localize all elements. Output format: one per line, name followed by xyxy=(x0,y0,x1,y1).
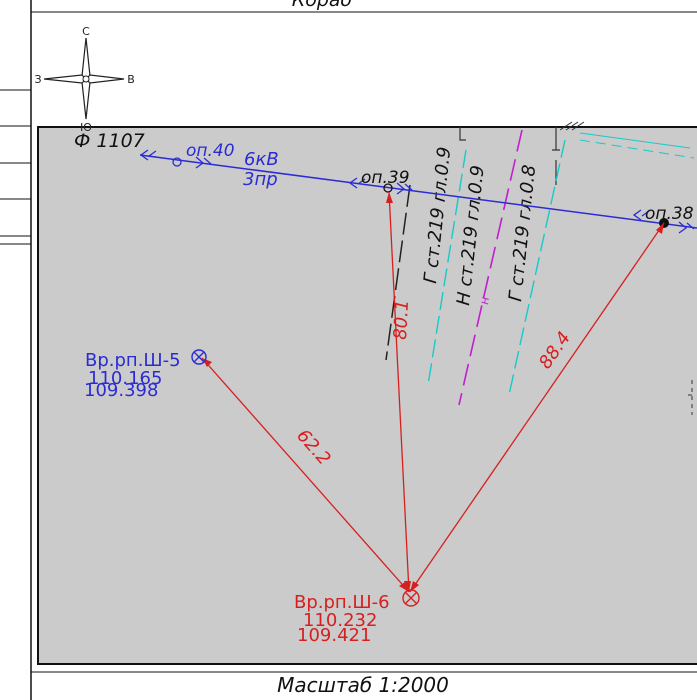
pipeline-cyan-line xyxy=(427,149,467,386)
line-arrow-left xyxy=(632,209,650,221)
measure-line-88-4 xyxy=(409,222,665,593)
voltage-label: 6кВ xyxy=(244,149,279,170)
map-feature-cyan xyxy=(579,139,695,159)
map-feature-line xyxy=(688,380,696,415)
feeder-label: Ф 1107 xyxy=(74,130,145,152)
line-arrow-right xyxy=(396,182,413,195)
map-feature-line xyxy=(459,127,466,141)
benchmark-sh6-elev2: 109.421 xyxy=(297,625,371,646)
header-text: Кораб xyxy=(292,0,353,11)
line-arrow-right xyxy=(195,156,212,169)
benchmark-sh5-elev1: 110.165 xyxy=(88,368,162,389)
line-arrow-left xyxy=(139,149,157,161)
pole-38-label: оп.38 xyxy=(645,204,694,224)
map-feature-cyan xyxy=(579,132,691,149)
pipeline-marker: н xyxy=(477,296,492,305)
pole-39-marker xyxy=(383,183,393,193)
measure-line-80-1 xyxy=(388,191,410,593)
map-feature-hatch xyxy=(559,121,585,131)
line-arrow-left xyxy=(348,177,366,189)
compass-south-label: Ю xyxy=(80,121,92,134)
compass-east-label: В xyxy=(127,73,135,86)
arrowhead xyxy=(656,223,664,234)
pipeline-magenta-line xyxy=(458,129,523,406)
benchmark-sh6-symbol xyxy=(402,589,420,607)
map-area xyxy=(37,126,697,665)
pipeline-cyan-line xyxy=(508,139,566,396)
scale-label: Масштаб 1:2000 xyxy=(277,673,449,697)
power-line-wire xyxy=(139,154,697,229)
line-arrow-right xyxy=(678,221,695,234)
benchmark-sh5-symbol xyxy=(191,349,207,365)
distance-label-2: 80.1 xyxy=(390,299,413,340)
measure-line-62-2 xyxy=(201,357,410,593)
pole-40-label: оп.40 xyxy=(186,141,235,161)
benchmark-sh5-cross xyxy=(193,351,205,363)
compass-center xyxy=(82,75,90,83)
pole-40-marker xyxy=(172,157,182,167)
pipeline-black-line xyxy=(385,184,411,361)
wires-label: 3пр xyxy=(243,169,278,190)
arrowhead xyxy=(404,581,411,592)
arrowhead xyxy=(399,582,409,592)
benchmark-sh6: Вр.рп.Ш-6 110.232 109.421 xyxy=(294,589,420,646)
arrowhead xyxy=(386,192,393,203)
compass-north-label: С xyxy=(82,25,90,38)
benchmark-sh5: Вр.рп.Ш-5 110.165 109.398 xyxy=(84,349,207,401)
benchmark-sh5-name: Вр.рп.Ш-5 xyxy=(85,350,181,371)
pole-39-label: оп.39 xyxy=(361,168,410,188)
compass-west-label: З xyxy=(34,73,41,86)
arrowhead xyxy=(410,581,419,592)
benchmark-sh6-name: Вр.рп.Ш-6 xyxy=(294,592,390,613)
benchmark-sh5-elev2: 109.398 xyxy=(84,380,158,401)
power-line: Ф 1107 оп.40 6кВ 3пр оп.39 оп.38 xyxy=(74,130,697,234)
benchmark-sh6-cross xyxy=(404,591,418,605)
compass-rose: С Ю З В xyxy=(34,25,134,134)
benchmark-sh6-elev1: 110.232 xyxy=(303,610,377,631)
